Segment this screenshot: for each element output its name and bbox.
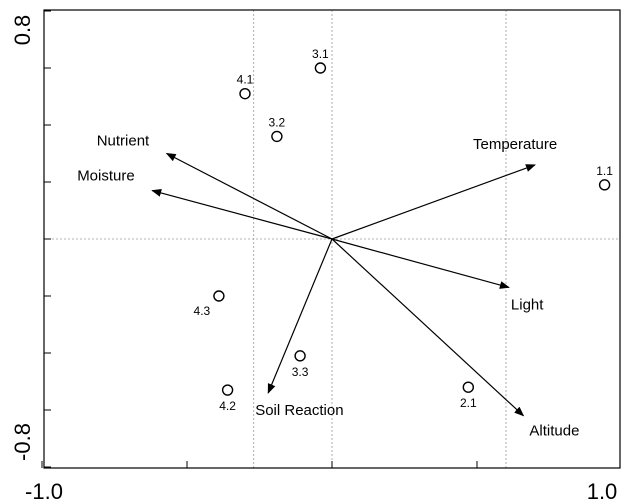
site-label-1-1: 1.1 bbox=[596, 164, 613, 178]
x-tick-label-max: 1.0 bbox=[587, 479, 618, 503]
moisture-vector bbox=[151, 189, 333, 240]
site-label-3-3: 3.3 bbox=[292, 365, 309, 379]
site-label-3-1: 3.1 bbox=[312, 47, 329, 61]
temperature-vector bbox=[331, 164, 536, 240]
light-vector bbox=[331, 238, 510, 289]
altitude-vector bbox=[331, 238, 525, 417]
site-marker-4-1 bbox=[239, 87, 251, 100]
soil-reaction-vector bbox=[267, 238, 333, 394]
site-label-4-1: 4.1 bbox=[237, 73, 254, 87]
site-label-3-2: 3.2 bbox=[269, 115, 286, 129]
site-marker-3-3 bbox=[294, 350, 306, 362]
temperature-label: Temperature bbox=[473, 136, 557, 153]
y-tick-label-min: -0.8 bbox=[10, 423, 35, 461]
soil-reaction-label: Soil Reaction bbox=[255, 402, 343, 419]
site-marker-3-1 bbox=[314, 62, 327, 74]
light-label: Light bbox=[511, 296, 544, 313]
altitude-label: Altitude bbox=[529, 423, 579, 440]
moisture-label: Moisture bbox=[77, 168, 135, 185]
site-label-4-2: 4.2 bbox=[219, 399, 236, 413]
site-marker-4-3 bbox=[213, 290, 225, 302]
x-tick-label-min: -1.0 bbox=[25, 479, 63, 503]
site-marker-4-2 bbox=[221, 384, 234, 396]
site-marker-1-1 bbox=[598, 179, 611, 191]
site-label-2-1: 2.1 bbox=[460, 396, 477, 410]
nutrient-vector bbox=[165, 152, 333, 240]
y-tick-label-max: 0.8 bbox=[10, 15, 35, 46]
site-marker-3-2 bbox=[271, 130, 283, 143]
nutrient-label: Nutrient bbox=[97, 133, 150, 150]
site-marker-2-1 bbox=[462, 381, 474, 393]
site-label-4-3: 4.3 bbox=[194, 304, 211, 318]
